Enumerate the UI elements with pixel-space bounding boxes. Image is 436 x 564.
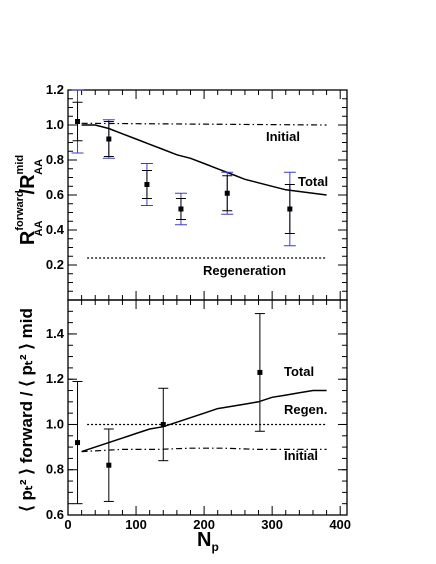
annotation-initial-bottom: Initial xyxy=(284,448,318,463)
top-ylabel-aa1: AA xyxy=(33,220,45,236)
annotation-regeneration-top: Regeneration xyxy=(203,263,286,278)
top-ylabel-aa2: AA xyxy=(33,159,45,175)
top-ytick-label: 0.6 xyxy=(46,187,64,202)
bottom-curves xyxy=(81,389,327,453)
top-ytick-label: 1.2 xyxy=(46,82,64,97)
top-data-point xyxy=(224,190,230,196)
top-ytick-label: 1.0 xyxy=(46,117,64,132)
top-points xyxy=(71,89,296,247)
top-data-point xyxy=(178,206,184,212)
top-ytick-label: 0.8 xyxy=(46,152,64,167)
top-panel: 0.2 0.4 0.6 0.8 1.0 1.2 Initial Total Regener… xyxy=(14,82,348,301)
xtick-label: 200 xyxy=(193,517,215,532)
xtick-label: 100 xyxy=(125,517,147,532)
top-curve-initial xyxy=(81,122,327,126)
bottom-ytick-label: 1.2 xyxy=(46,371,64,386)
top-ylabel-slash-r: /R xyxy=(17,174,39,195)
top-ytick-label: 0.2 xyxy=(46,257,64,272)
top-curves xyxy=(81,122,327,259)
top-data-point xyxy=(287,206,293,212)
top-data-point xyxy=(144,182,150,187)
bottom-ytick-label: 1.0 xyxy=(46,416,64,431)
bottom-points xyxy=(72,313,265,505)
top-data-point xyxy=(106,136,112,142)
xlabel-n: N xyxy=(197,529,211,551)
top-y-axis-label: Rforward AA/Rmid AA xyxy=(14,155,45,245)
x-axis-label: Np xyxy=(197,529,219,554)
bottom-ytick-label: 0.6 xyxy=(46,507,64,522)
bottom-curve-initial xyxy=(81,447,327,453)
bottom-y-axis-label: ⟨ pₜ² ⟩ forward / ⟨ pₜ² ⟩ mid xyxy=(17,308,36,512)
bottom-panel: 0.6 0.8 1.0 1.2 1.4 0 100 200 300 400 Total Rege… xyxy=(17,299,351,554)
bottom-data-point xyxy=(160,421,166,427)
annotation-initial-top: Initial xyxy=(266,129,300,144)
bottom-y-ticks: 0.6 0.8 1.0 1.2 1.4 xyxy=(46,299,347,522)
bottom-ytick-label: 1.4 xyxy=(46,326,65,341)
xtick-label: 0 xyxy=(64,517,71,532)
xlabel-p: p xyxy=(211,540,218,554)
top-curve-total xyxy=(81,124,327,196)
annotation-regen-bottom: Regen. xyxy=(284,402,327,417)
top-y-ticks: 0.2 0.4 0.6 0.8 1.0 1.2 xyxy=(46,82,347,301)
annotation-total-top: Total xyxy=(298,174,328,189)
bottom-data-point xyxy=(75,440,81,446)
bottom-ytick-label: 0.8 xyxy=(46,462,64,477)
bottom-curve-total xyxy=(81,389,327,453)
bottom-ylabel-text: ⟨ pₜ² ⟩ forward / ⟨ pₜ² ⟩ mid xyxy=(17,308,36,512)
top-ytick-label: 0.4 xyxy=(46,222,65,237)
top-ylabel-r: R xyxy=(17,230,39,245)
bottom-x-ticks: 0 100 200 300 400 xyxy=(64,300,351,532)
bottom-data-point xyxy=(257,369,263,375)
xtick-label: 400 xyxy=(329,517,351,532)
xtick-label: 300 xyxy=(261,517,283,532)
top-data-point xyxy=(75,119,81,124)
top-ylabel-forward: forward xyxy=(14,190,26,230)
annotation-total-bottom: Total xyxy=(284,364,314,379)
bottom-data-point xyxy=(106,462,112,468)
top-ylabel-mid: mid xyxy=(14,155,26,175)
bottom-plot-frame xyxy=(67,299,348,516)
